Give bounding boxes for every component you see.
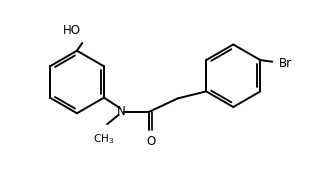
Text: O: O — [146, 135, 156, 148]
Text: N: N — [117, 105, 126, 118]
Text: HO: HO — [63, 24, 81, 37]
Text: CH$_3$: CH$_3$ — [93, 132, 114, 146]
Text: Br: Br — [279, 57, 292, 70]
